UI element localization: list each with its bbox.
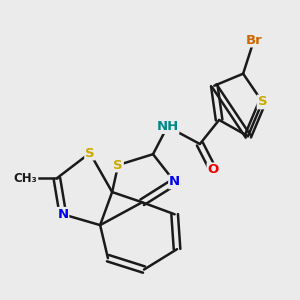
- Text: N: N: [169, 175, 180, 188]
- Text: CH₃: CH₃: [14, 172, 38, 185]
- Text: NH: NH: [156, 120, 178, 133]
- Text: S: S: [258, 95, 267, 108]
- Text: S: S: [113, 158, 123, 172]
- Text: Br: Br: [246, 34, 262, 46]
- Text: S: S: [85, 146, 95, 160]
- Text: N: N: [57, 208, 68, 221]
- Text: O: O: [208, 163, 219, 176]
